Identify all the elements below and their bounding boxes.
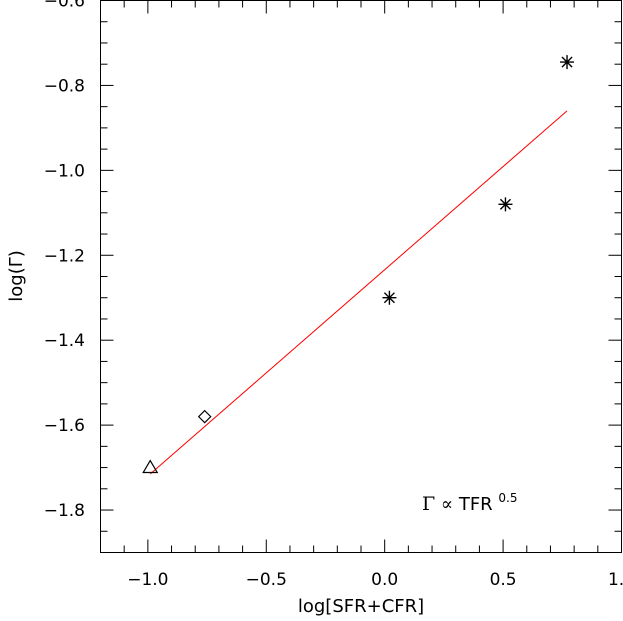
y-axis-label: log(Γ) (6, 250, 27, 302)
asterisk-marker (382, 290, 397, 305)
axis-tick-labels: −1.0 −0.5 0.0 0.5 1.0 −1.8 −1.6 −1.4 −1.2 −1.0 −0.… (44, 0, 623, 590)
plot-frame (100, 0, 622, 553)
y-tick-label: −1.2 (44, 246, 85, 266)
annotation-exponent: 0.5 (498, 491, 517, 505)
diamond-marker (197, 409, 212, 424)
annotation-base: TFR (458, 494, 493, 515)
y-tick-label: −1.4 (44, 331, 85, 351)
x-tick-label: −0.5 (246, 570, 287, 590)
x-tick-label: 0.0 (371, 570, 398, 590)
asterisk-strokes (382, 290, 397, 305)
x-tick-label: 1.0 (608, 570, 623, 590)
y-tick-label: −1.6 (44, 416, 85, 436)
y-tick-label: −1.0 (44, 161, 85, 181)
y-tick-label: −0.6 (44, 0, 85, 12)
annotation-gamma: Γ (422, 493, 435, 515)
y-tick-label: −0.8 (44, 76, 85, 96)
fit-line (149, 110, 568, 475)
x-tick-label: 0.5 (490, 570, 517, 590)
asterisk-strokes (498, 197, 513, 212)
axis-ticks (100, 0, 622, 553)
asterisk-marker (560, 55, 575, 70)
annotation-proportionality: Γ ∝ TFR 0.5 (422, 491, 518, 515)
triangle-marker (142, 459, 159, 474)
x-tick-label: −1.0 (127, 570, 168, 590)
asterisk-strokes (560, 55, 575, 70)
x-axis-label: log[SFR+CFR] (298, 596, 424, 617)
annotation-propto: ∝ (441, 494, 459, 515)
y-tick-label: −1.8 (44, 501, 85, 521)
asterisk-marker (498, 197, 513, 212)
data-markers (142, 55, 575, 474)
